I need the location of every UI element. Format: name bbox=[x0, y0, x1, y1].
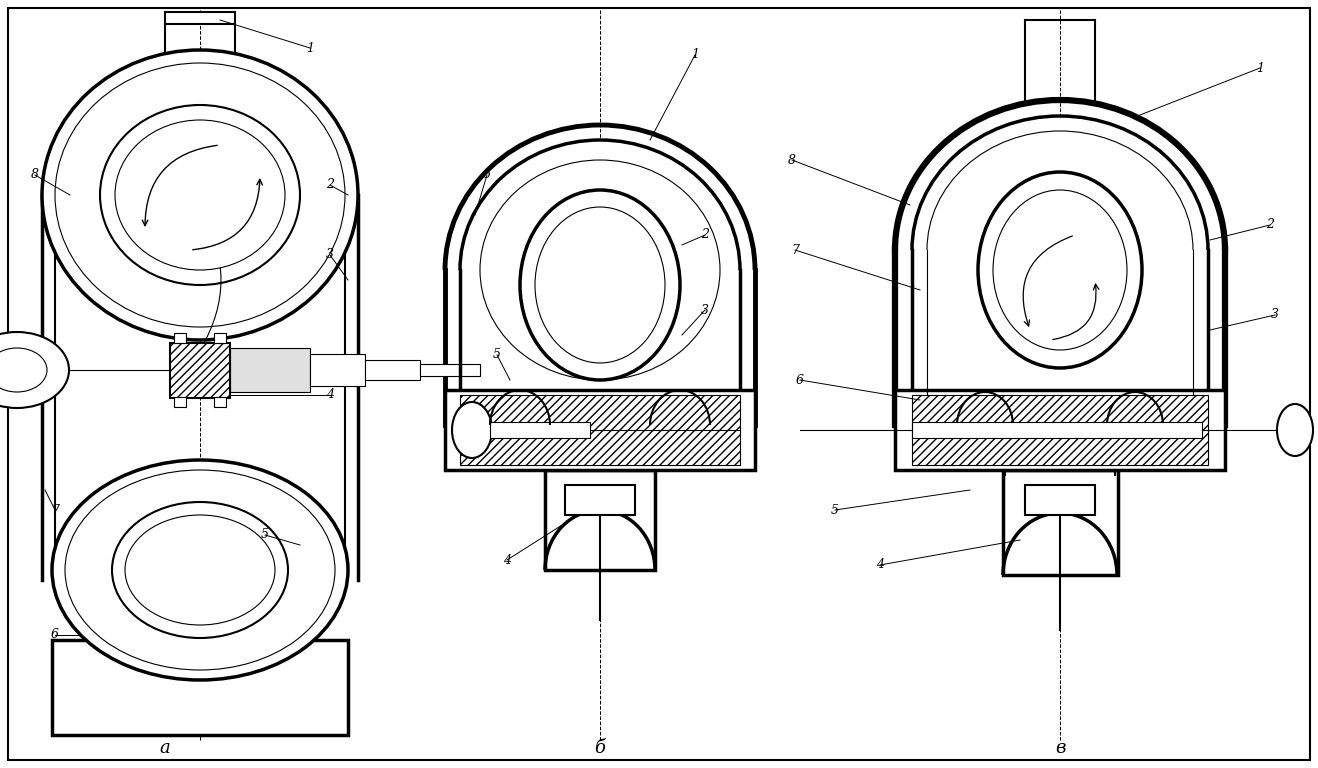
Text: 5: 5 bbox=[493, 349, 501, 362]
Bar bbox=[214, 333, 225, 343]
Text: 7: 7 bbox=[51, 504, 59, 517]
Ellipse shape bbox=[100, 105, 301, 285]
Ellipse shape bbox=[927, 131, 1193, 369]
Bar bbox=[1003, 470, 1118, 575]
Ellipse shape bbox=[125, 515, 275, 625]
Bar bbox=[912, 422, 1202, 438]
Ellipse shape bbox=[42, 50, 358, 340]
Text: 3: 3 bbox=[1271, 309, 1278, 322]
Bar bbox=[442, 270, 758, 420]
Text: 1: 1 bbox=[1256, 61, 1264, 74]
Bar bbox=[170, 343, 231, 398]
Ellipse shape bbox=[112, 502, 289, 638]
Bar bbox=[460, 395, 739, 465]
Text: 8: 8 bbox=[788, 154, 796, 167]
Bar bbox=[892, 250, 1228, 410]
Text: 4: 4 bbox=[503, 554, 511, 567]
Text: в: в bbox=[1054, 739, 1065, 757]
Text: 2: 2 bbox=[326, 178, 333, 191]
Bar bbox=[546, 470, 655, 570]
Bar bbox=[174, 397, 186, 407]
Text: 3: 3 bbox=[326, 249, 333, 261]
Text: 1: 1 bbox=[306, 41, 314, 55]
Ellipse shape bbox=[521, 190, 680, 380]
Bar bbox=[925, 250, 1195, 380]
Bar bbox=[490, 422, 590, 438]
Ellipse shape bbox=[912, 116, 1209, 384]
Ellipse shape bbox=[0, 332, 69, 408]
Bar bbox=[445, 390, 755, 470]
Text: 4: 4 bbox=[876, 558, 884, 571]
Ellipse shape bbox=[978, 172, 1141, 368]
Bar bbox=[912, 395, 1209, 465]
Text: 1: 1 bbox=[691, 48, 699, 61]
Bar bbox=[165, 12, 235, 24]
Bar bbox=[231, 348, 310, 392]
Text: 6: 6 bbox=[482, 168, 492, 181]
Bar bbox=[565, 485, 635, 515]
Ellipse shape bbox=[51, 460, 348, 680]
Ellipse shape bbox=[535, 207, 666, 363]
Text: а: а bbox=[159, 739, 170, 757]
Text: 7: 7 bbox=[791, 243, 799, 257]
Text: 4: 4 bbox=[326, 389, 333, 402]
Ellipse shape bbox=[460, 140, 739, 400]
Ellipse shape bbox=[452, 402, 492, 458]
Ellipse shape bbox=[55, 63, 345, 327]
Ellipse shape bbox=[480, 160, 720, 380]
Text: б: б bbox=[594, 739, 605, 757]
Bar bbox=[214, 397, 225, 407]
Text: 8: 8 bbox=[32, 168, 40, 181]
Bar bbox=[174, 333, 186, 343]
Text: 2: 2 bbox=[1267, 219, 1275, 231]
Bar bbox=[457, 270, 742, 410]
Ellipse shape bbox=[1277, 404, 1313, 456]
Bar bbox=[895, 390, 1224, 470]
Bar bbox=[310, 354, 365, 386]
Text: 6: 6 bbox=[796, 373, 804, 386]
Bar bbox=[365, 360, 420, 380]
Ellipse shape bbox=[65, 470, 335, 670]
Bar bbox=[1025, 485, 1095, 515]
Ellipse shape bbox=[992, 190, 1127, 350]
Ellipse shape bbox=[0, 348, 47, 392]
Text: 3: 3 bbox=[701, 303, 709, 316]
Bar bbox=[51, 640, 348, 735]
Text: 5: 5 bbox=[832, 504, 840, 517]
Bar bbox=[909, 250, 1210, 395]
Bar bbox=[420, 364, 480, 376]
Text: 5: 5 bbox=[261, 528, 269, 541]
Ellipse shape bbox=[115, 120, 285, 270]
Text: 2: 2 bbox=[701, 229, 709, 241]
Text: 6: 6 bbox=[51, 628, 59, 641]
